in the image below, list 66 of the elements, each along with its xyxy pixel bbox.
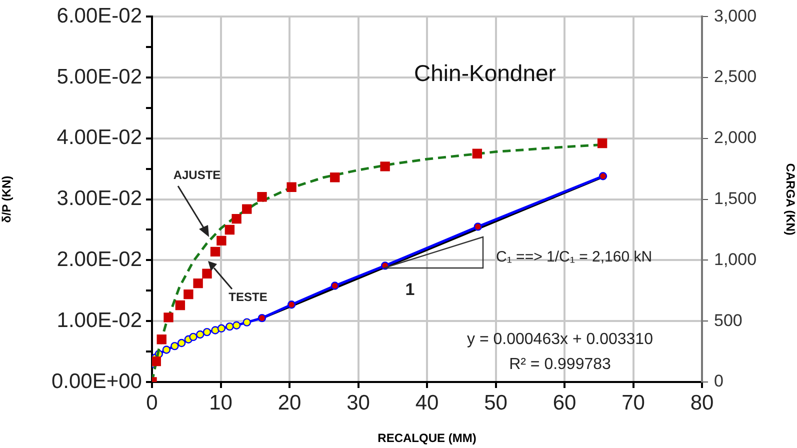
point (217, 324, 226, 333)
y2-tick-label: 3,000 (714, 6, 757, 26)
point (193, 278, 203, 288)
annotation: 1 (405, 280, 415, 300)
y2-axis-title: CARGA (KN) (783, 163, 797, 236)
point (196, 330, 204, 339)
annotation: C₁ ==> 1/C₁ = 2,160 kN (496, 248, 652, 266)
y-tick-label: 6.00E-02 (56, 4, 142, 28)
annotation: y = 0.000463x + 0.003310 (467, 331, 653, 349)
y-tick-label: 2.00E-02 (56, 248, 142, 271)
point (226, 322, 234, 331)
y-tick-label: 1.00E-02 (56, 308, 142, 332)
point (258, 314, 266, 322)
point (597, 138, 608, 148)
point (170, 342, 179, 350)
point (164, 312, 174, 322)
text: Chin-Kondner (413, 60, 557, 87)
x-tick-label: 20 (278, 391, 302, 414)
x-tick-label: 60 (552, 391, 576, 414)
point (330, 172, 340, 182)
point (232, 321, 241, 330)
y-axis-title: δ/P (KN) (0, 176, 14, 223)
y2-tick-label: 1,000 (714, 250, 757, 269)
point (242, 318, 251, 326)
point (330, 282, 339, 290)
y-tick-label: 0.00E+00 (51, 370, 142, 393)
x-axis-title: RECALQUE (MM) (378, 431, 476, 446)
x-tick-label: 40 (415, 391, 439, 414)
annotation: R² = 0.999783 (509, 356, 611, 374)
point (189, 332, 198, 342)
point (232, 214, 242, 224)
point (216, 236, 226, 246)
point (156, 334, 166, 344)
x-tick-label: 80 (690, 391, 714, 414)
point (202, 268, 212, 278)
x-tick-label: 70 (622, 391, 645, 414)
y2-tick-label: 2,000 (714, 128, 757, 148)
annotation: AJUSTE (173, 168, 221, 182)
point (380, 162, 390, 172)
y-tick-label: 4.00E-02 (56, 126, 142, 150)
point (598, 172, 608, 180)
point (286, 182, 296, 192)
x-tick-label: 50 (484, 391, 508, 414)
y2-tick-label: 2,500 (714, 67, 757, 86)
x-tick-label: 30 (346, 391, 370, 414)
y-tick-label: 5.00E-02 (56, 65, 142, 88)
point (287, 300, 296, 309)
point (175, 300, 186, 310)
point (202, 328, 212, 336)
point (474, 222, 482, 231)
point (472, 148, 482, 158)
point (184, 289, 194, 300)
x-tick-label: 10 (209, 391, 232, 414)
y2-tick-label: 500 (714, 310, 742, 330)
annotation: TESTE (228, 290, 268, 304)
point (224, 224, 235, 235)
y2-tick-label: 0 (714, 372, 724, 391)
y-tick-label: 3.00E-02 (56, 187, 142, 210)
point (162, 346, 171, 354)
point (242, 204, 252, 214)
point (210, 246, 220, 257)
point (177, 338, 186, 348)
point (257, 192, 267, 202)
y2-tick-label: 1,500 (714, 188, 757, 208)
x-tick-label: 0 (146, 391, 158, 414)
point (152, 356, 161, 366)
